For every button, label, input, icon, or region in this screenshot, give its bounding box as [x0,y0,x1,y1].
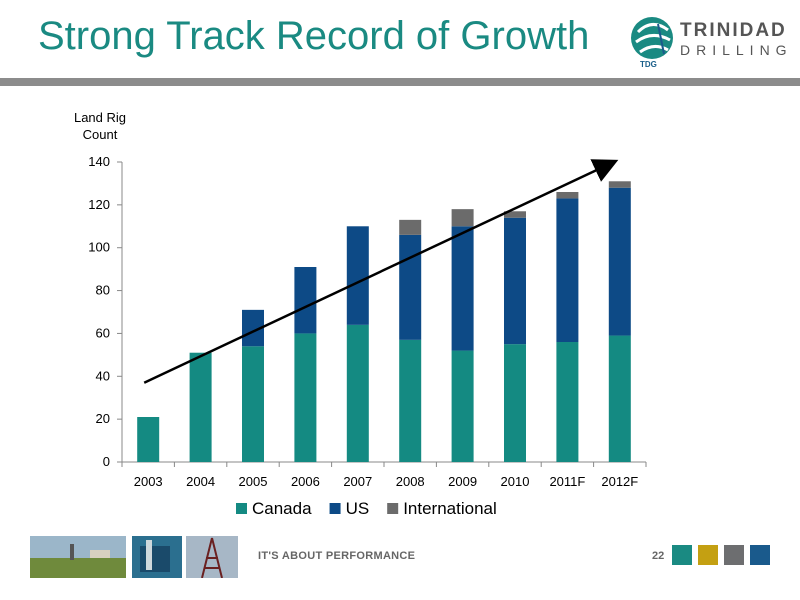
footer-color-swatch [724,545,744,565]
x-tick-label: 2006 [291,474,320,489]
footer-color-swatch [750,545,770,565]
stacked-bar-chart: Land Rig Count 0 20 40 60 80 100 120 140 2003 2004… [74,110,647,518]
y-tick-label: 140 [88,154,110,169]
logo-wordmark-line2: DRILLING [680,42,793,58]
landscape-photo-icon [30,536,126,578]
bar-us-2005 [242,309,264,347]
title-divider [0,78,800,86]
bar-canada-2011f [556,342,579,462]
bar-canada-2003 [137,417,160,462]
bar-canada-2007 [346,324,369,462]
company-logo: TRINIDAD DRILLING TDG [628,14,788,74]
legend-swatch-canada [236,503,247,514]
bar-canada-2008 [399,339,422,462]
x-tick-label: 2004 [186,474,215,489]
x-tick-label: 2009 [448,474,477,489]
logo-wordmark-line1: TRINIDAD [680,20,787,41]
x-tick-label: 2012F [601,474,638,489]
y-axis-title: Count [83,127,118,142]
x-tick-label: 2003 [134,474,163,489]
y-tick-label: 20 [96,411,110,426]
legend-label-us: US [346,499,370,518]
y-axis-label: Land Rig Count [74,110,126,142]
y-tick-label: 120 [88,197,110,212]
bar-us-2007 [346,226,369,325]
x-tick-label: 2005 [239,474,268,489]
trend-arrow [143,159,619,384]
x-tick-label: 2011F [549,474,585,489]
bar-canada-2010 [504,344,526,462]
globe-logo-icon [631,17,673,59]
y-tick-label: 80 [96,283,110,298]
logo-abbrev: TDG [640,60,657,69]
y-tick-label: 0 [103,454,110,469]
bar-us-2012f [608,187,631,336]
footer-color-swatch [698,545,718,565]
y-tick-label: 60 [96,325,110,340]
derrick-photo-icon [186,536,238,578]
bar-us-2008 [399,234,422,340]
bar-international-2011f [556,192,579,199]
page-number: 22 [652,550,665,562]
footer-color-swatch [672,545,692,565]
footer-tagline: IT'S ABOUT PERFORMANCE [258,550,416,562]
legend-label-canada: Canada [252,499,312,518]
rig-photo-icon [132,536,182,578]
legend-label-international: International [403,499,497,518]
bar-international-2010 [504,211,526,218]
bar-us-2006 [294,267,317,334]
bar-canada-2012f [608,335,631,462]
bar-international-2009 [451,209,474,227]
y-tick-label: 40 [96,368,110,383]
bar-canada-2009 [451,350,474,462]
legend-swatch-international [387,503,399,514]
bar-us-2009 [451,226,474,351]
x-tick-label: 2008 [396,474,425,489]
x-tick-label: 2007 [343,474,372,489]
bar-us-2011f [556,198,579,342]
x-tick-label: 2010 [501,474,530,489]
y-tick-label: 100 [88,240,110,255]
bar-canada-2006 [294,333,317,462]
bar-us-2010 [504,217,526,345]
y-axis-title: Land Rig [74,110,126,125]
slide-title: Strong Track Record of Growth [38,14,590,58]
bar-international-2008 [399,219,422,235]
legend-swatch-us [329,503,341,514]
bar-canada-2005 [242,346,264,462]
bar-canada-2004 [189,352,212,462]
bar-international-2012f [608,181,631,188]
